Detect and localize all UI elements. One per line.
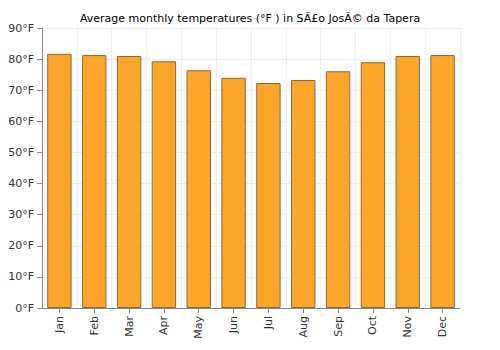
svg-text:90°F: 90°F — [8, 22, 34, 35]
svg-text:Average monthly temperatures (: Average monthly temperatures (°F ) in SÃ… — [80, 12, 420, 25]
svg-text:70°F: 70°F — [8, 84, 34, 97]
svg-text:20°F: 20°F — [8, 239, 34, 252]
svg-text:0°F: 0°F — [15, 302, 34, 315]
svg-text:40°F: 40°F — [8, 177, 34, 190]
svg-text:Feb: Feb — [88, 316, 101, 335]
svg-text:Nov: Nov — [401, 316, 414, 338]
svg-text:Jun: Jun — [227, 316, 240, 334]
svg-text:Jan: Jan — [53, 316, 66, 334]
svg-text:May: May — [192, 316, 205, 339]
svg-text:80°F: 80°F — [8, 53, 34, 66]
svg-text:60°F: 60°F — [8, 115, 34, 128]
svg-text:Aug: Aug — [297, 316, 310, 337]
svg-text:Dec: Dec — [436, 316, 449, 337]
svg-text:Mar: Mar — [123, 316, 136, 337]
svg-text:Apr: Apr — [157, 316, 170, 336]
svg-text:Jul: Jul — [262, 316, 275, 330]
svg-text:Oct: Oct — [366, 315, 379, 335]
svg-text:Sep: Sep — [332, 316, 345, 337]
svg-text:30°F: 30°F — [8, 208, 34, 221]
svg-text:50°F: 50°F — [8, 146, 34, 159]
svg-text:10°F: 10°F — [8, 270, 34, 283]
